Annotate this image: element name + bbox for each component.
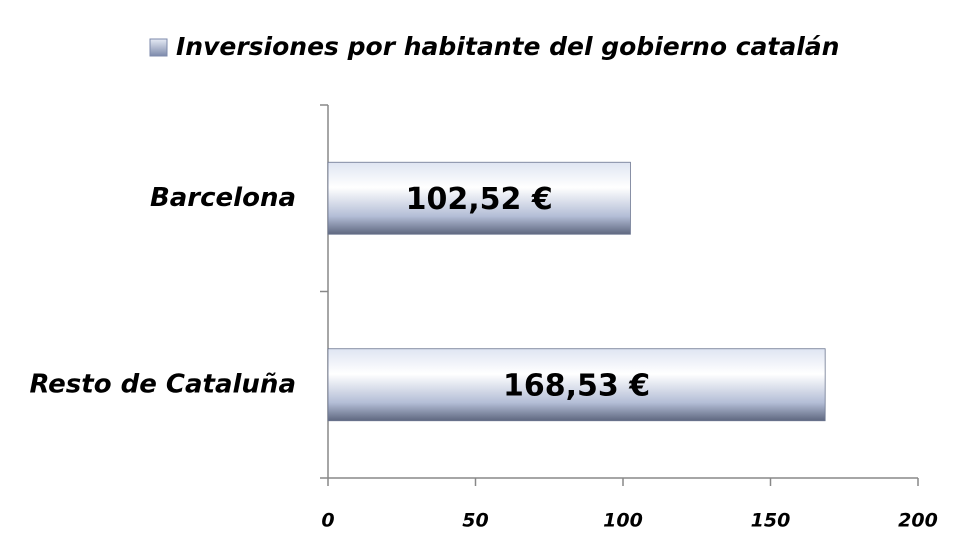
y-tick-label: Resto de Cataluña bbox=[29, 369, 296, 399]
bar bbox=[327, 161, 631, 235]
x-tick-label: 100 bbox=[603, 510, 643, 532]
x-tick-label: 50 bbox=[462, 510, 488, 532]
y-tick-label: Barcelona bbox=[150, 183, 296, 213]
legend-label: Inversiones por habitante del gobierno c… bbox=[176, 32, 839, 61]
legend-swatch bbox=[149, 38, 168, 57]
x-tick-label: 150 bbox=[751, 510, 791, 532]
value-label: 102,52 € bbox=[406, 182, 553, 217]
x-tick-label: 200 bbox=[898, 510, 938, 532]
bar bbox=[327, 348, 826, 422]
value-label: 168,53 € bbox=[503, 368, 650, 403]
x-tick-label: 0 bbox=[321, 510, 334, 532]
